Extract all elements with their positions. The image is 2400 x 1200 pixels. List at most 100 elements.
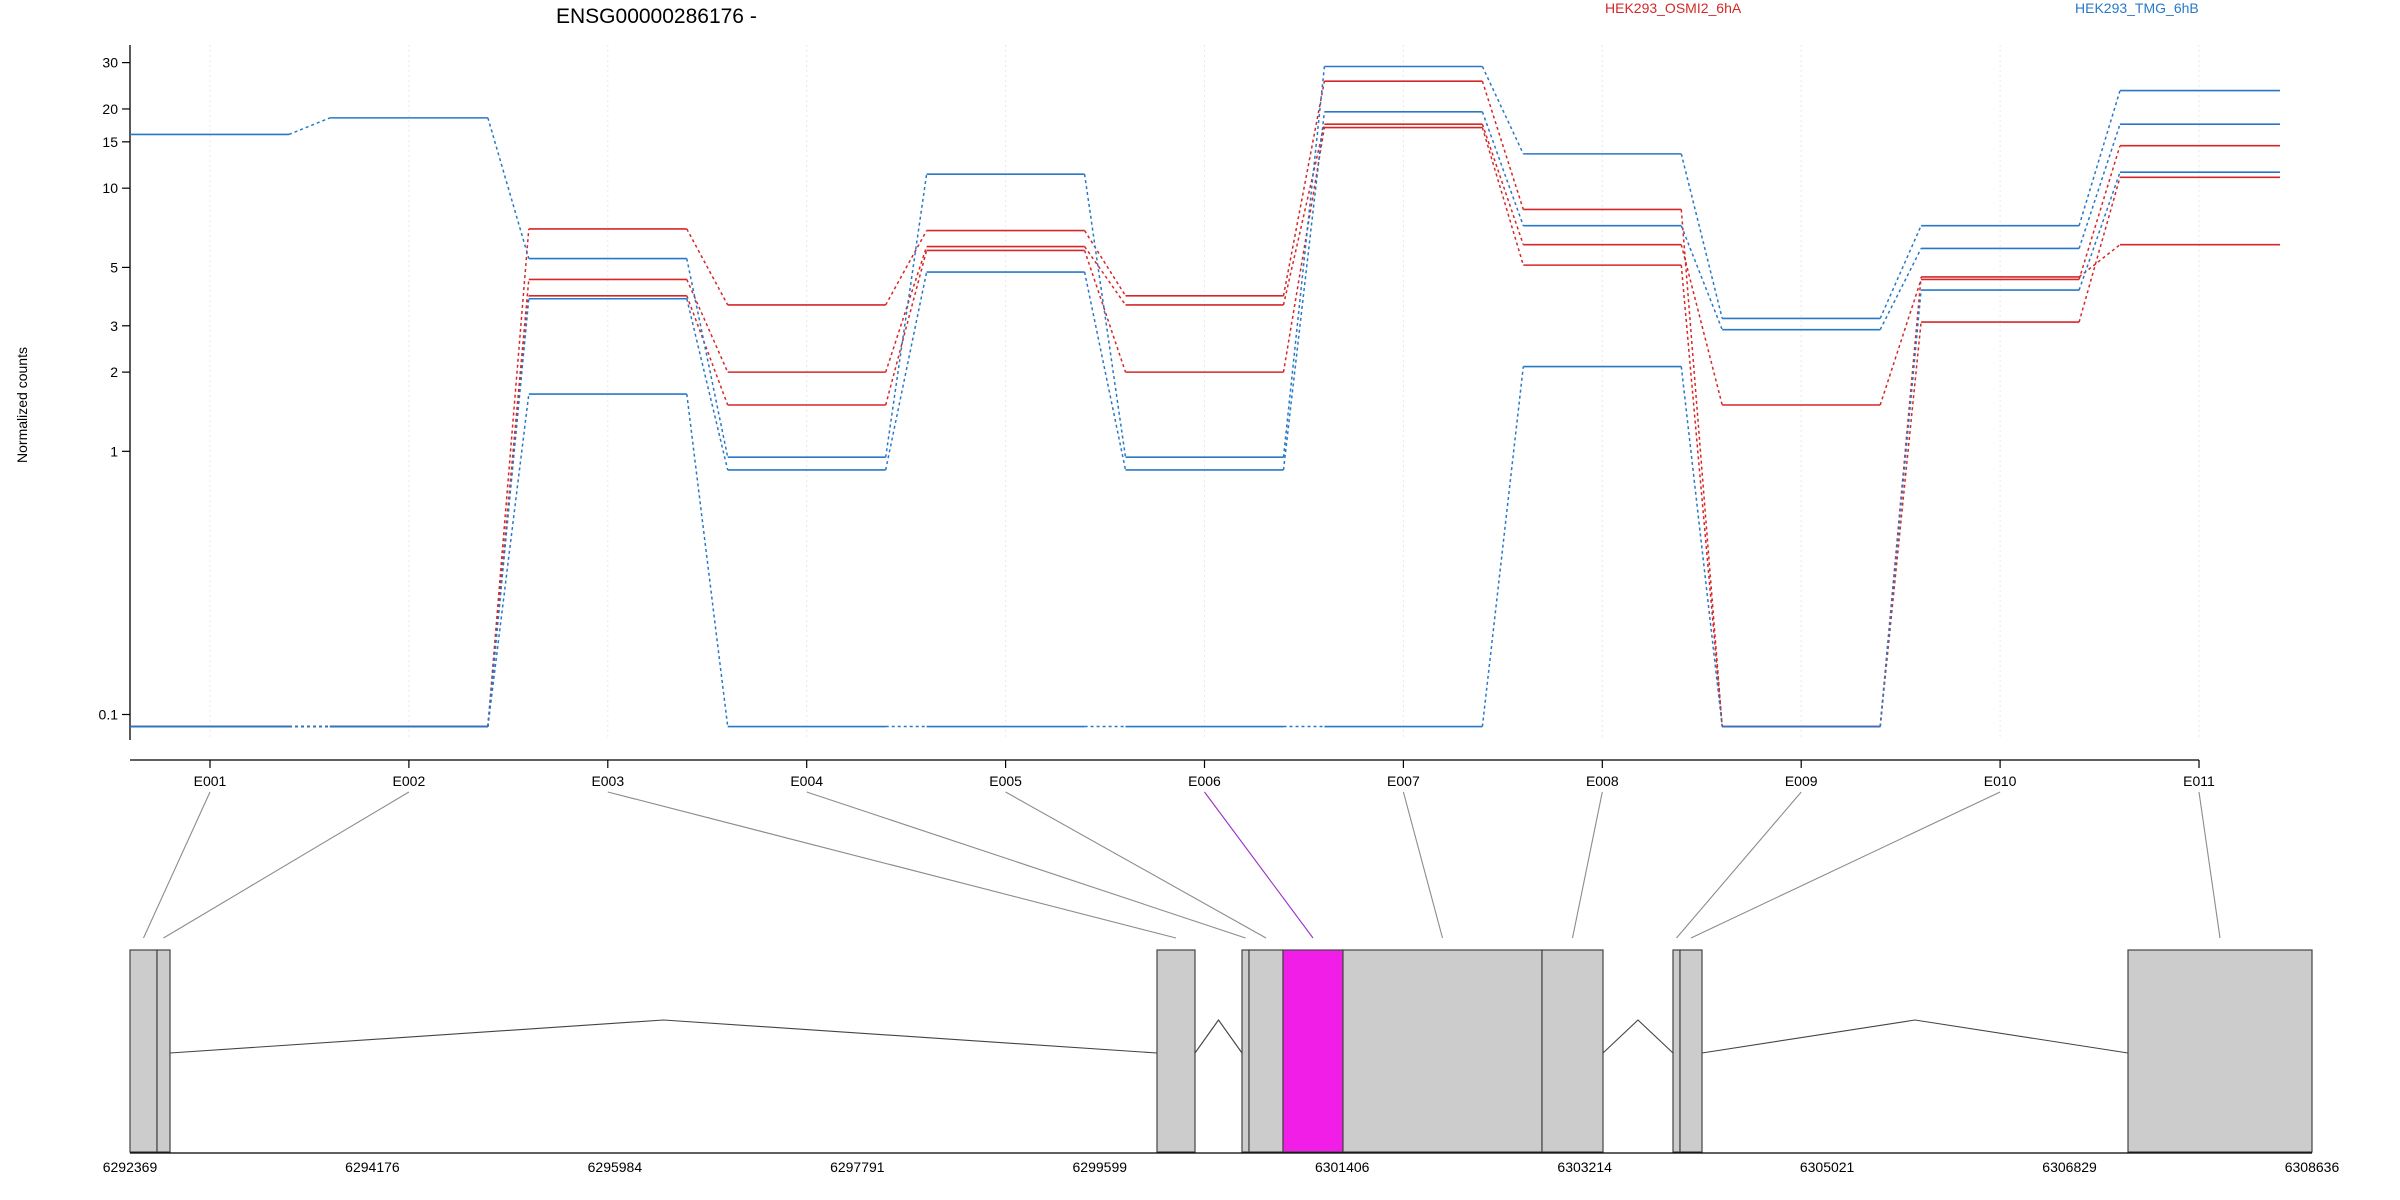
connector-E005 — [1005, 791, 1267, 939]
series-4-link-6 — [1282, 66, 1326, 458]
intron-line-3 — [1602, 1019, 1674, 1054]
genome-tick-label-6306829: 6306829 — [2042, 1159, 2097, 1175]
x-tick-label-E011: E011 — [2183, 773, 2215, 789]
x-tick-label-E009: E009 — [1785, 773, 1818, 789]
exon-box-E002 — [156, 949, 171, 1153]
legend-entry-osmi2: HEK293_OSMI2_6hA — [1605, 0, 1742, 16]
series-6-link-9 — [1879, 290, 1922, 727]
series-4-link-2 — [487, 117, 530, 259]
legend-entry-tmg: HEK293_TMG_6hB — [2075, 0, 2199, 16]
y-tick-label-30: 30 — [102, 55, 118, 71]
series-4-link-3 — [686, 258, 729, 458]
series-4-link-7 — [1481, 66, 1524, 155]
connector-E006 — [1204, 791, 1314, 939]
genome-tick-label-6305021: 6305021 — [1800, 1159, 1855, 1175]
x-tick-label-E004: E004 — [790, 773, 823, 789]
connector-E010 — [1690, 791, 2001, 939]
series-5-link-8 — [1680, 225, 1723, 330]
exon-box-E003 — [1156, 949, 1196, 1153]
x-tick-label-E010: E010 — [1984, 773, 2017, 789]
series-1-link-2 — [487, 228, 530, 727]
series-4-link-9 — [1879, 225, 1922, 319]
series-3-link-6 — [1282, 127, 1326, 373]
series-4-link-10 — [2078, 90, 2121, 226]
x-tick-label-E005: E005 — [989, 773, 1022, 789]
exon-connector-lines — [142, 791, 2221, 939]
genome-tick-label-6299599: 6299599 — [1073, 1159, 1128, 1175]
exon-box-E004 — [1241, 949, 1250, 1153]
series-2-link-8 — [1680, 244, 1723, 406]
y-axis-label: Normalized counts — [14, 347, 30, 463]
y-axis: 0.1 1 2 3 5 10 15 20 30 — [99, 45, 131, 740]
series-4-link-8 — [1680, 153, 1723, 319]
genome-coordinate-axis: 6292369 6294176 6295984 6297791 6299599 63014… — [103, 1152, 2340, 1175]
chart-title: ENSG00000286176 - — [556, 5, 757, 28]
y-tick-label-20: 20 — [102, 101, 118, 117]
series-2-link-7 — [1481, 123, 1525, 245]
series-6-link-3 — [686, 394, 729, 727]
genome-tick-label-6301406: 6301406 — [1315, 1159, 1370, 1175]
y-tick-label-3: 3 — [110, 318, 118, 334]
series-4-link-5 — [1083, 174, 1127, 458]
series-6-link-2 — [487, 394, 530, 727]
connector-E009 — [1676, 791, 1802, 939]
x-axis: E001 E002 E003 E004 E005 E006 E007 E008 E009 E010… — [130, 759, 2215, 789]
y-tick-label-2: 2 — [110, 364, 118, 380]
genome-tick-label-6297791: 6297791 — [830, 1159, 885, 1175]
series-6-link-7 — [1481, 366, 1525, 727]
x-tick-label-E007: E007 — [1387, 773, 1420, 789]
connector-E003 — [607, 791, 1177, 939]
x-tick-label-E003: E003 — [591, 773, 624, 789]
series-6 — [130, 171, 2280, 728]
y-tick-label-0.1: 0.1 — [99, 706, 119, 722]
series-6-link-10 — [2078, 171, 2121, 291]
series-6-link-8 — [1680, 366, 1723, 727]
intron-line-1 — [169, 1019, 1158, 1054]
series-5-link-3 — [686, 298, 729, 471]
genome-tick-label-6295984: 6295984 — [588, 1159, 643, 1175]
exon-box-E011 — [2127, 949, 2313, 1153]
series-5-link-10 — [2078, 123, 2121, 249]
x-tick-label-E006: E006 — [1188, 773, 1221, 789]
series-5 — [130, 111, 2280, 728]
x-tick-label-E002: E002 — [393, 773, 426, 789]
series-5-link-2 — [487, 298, 530, 727]
series-5-link-9 — [1879, 248, 1922, 330]
exon-box-E008 — [1541, 949, 1604, 1153]
x-tick-label-E008: E008 — [1586, 773, 1619, 789]
connector-E002 — [163, 791, 410, 939]
series-1-link-7 — [1481, 80, 1525, 210]
series-1 — [130, 80, 2280, 728]
exon-box-E007 — [1342, 949, 1543, 1153]
series-3-link-8 — [1680, 265, 1723, 727]
y-tick-label-10: 10 — [102, 180, 118, 196]
connector-E007 — [1402, 791, 1444, 939]
series-5-link-5 — [1083, 271, 1127, 471]
series-2-link-4 — [884, 246, 928, 373]
y-tick-label-1: 1 — [110, 443, 118, 459]
connector-E011 — [2198, 791, 2221, 939]
genome-tick-label-6303214: 6303214 — [1557, 1159, 1612, 1175]
exon-box-E005 — [1248, 949, 1284, 1153]
series-1-link-4 — [885, 230, 928, 306]
genome-tick-label-6308636: 6308636 — [2285, 1159, 2340, 1175]
series-1-link-8 — [1680, 209, 1723, 727]
series-2-link-6 — [1282, 124, 1326, 306]
intron-line-2 — [1194, 1019, 1243, 1054]
series-4-link-4 — [884, 174, 928, 458]
gene-model-track — [129, 949, 2313, 1153]
series-2-link-3 — [686, 279, 729, 373]
genome-tick-label-6292369: 6292369 — [103, 1159, 158, 1175]
intron-line-4 — [1701, 1019, 2129, 1054]
exon-box-E010 — [1679, 949, 1703, 1153]
series-3-link-10 — [2078, 177, 2121, 323]
series-5-link-7 — [1481, 111, 1525, 226]
series-4-link-1 — [288, 117, 331, 136]
series-2-link-5 — [1083, 246, 1127, 306]
series-1-link-3 — [686, 228, 729, 306]
series-1-link-6 — [1282, 81, 1326, 296]
series-3-link-3 — [686, 295, 729, 406]
series-2-link-9 — [1879, 279, 1922, 406]
y-tick-label-15: 15 — [102, 134, 118, 150]
